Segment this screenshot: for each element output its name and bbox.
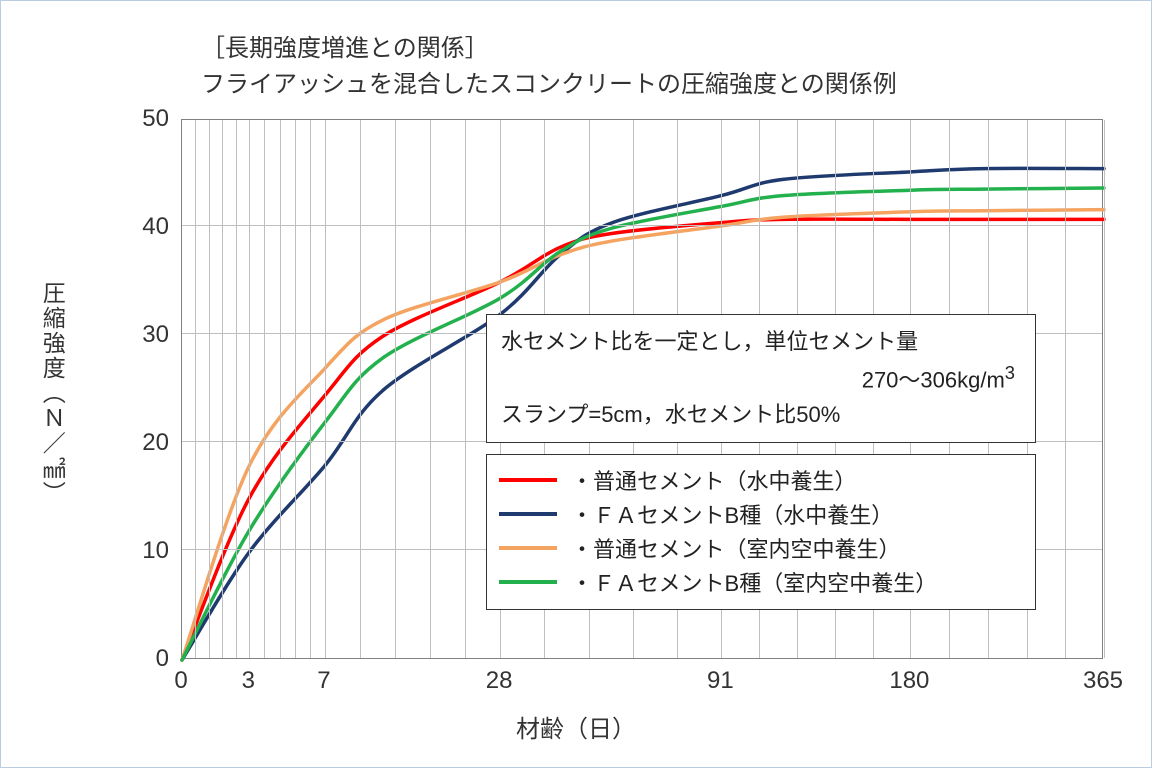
- y-tick-label: 30: [129, 321, 169, 349]
- y-tick-label: 0: [129, 645, 169, 673]
- legend-row-green: ・ＦＡセメントB種（室内空中養生）: [499, 565, 1023, 599]
- info-line-1: 水セメント比を一定とし，単位セメント量: [501, 325, 1021, 359]
- title-line-1: ［長期強度増進との関係］: [201, 31, 897, 67]
- info-line-2: 270～306kg/m3: [501, 359, 1021, 397]
- y-tick-label: 10: [129, 537, 169, 565]
- x-axis-label: 材齢（日）: [1, 709, 1151, 744]
- x-tick-label: 0: [174, 667, 187, 695]
- x-tick-label: 365: [1083, 667, 1123, 695]
- gridline-v: [395, 120, 396, 658]
- legend-row-orange: ・普通セメント（室内空中養生）: [499, 531, 1023, 565]
- gridline-v: [236, 120, 237, 658]
- gridline-v: [310, 120, 311, 658]
- x-tick-label: 91: [707, 667, 734, 695]
- legend-label-green: ・ＦＡセメントB種（室内空中養生）: [571, 566, 937, 598]
- legend-label-red: ・普通セメント（水中養生）: [571, 464, 857, 496]
- gridline-v: [222, 120, 223, 658]
- gridline-v: [280, 120, 281, 658]
- legend-swatch-orange: [499, 546, 557, 550]
- legend-row-red: ・普通セメント（水中養生）: [499, 463, 1023, 497]
- chart-frame: ［長期強度増進との関係］ フライアッシュを混合したスコンクリートの圧縮強度との関…: [0, 0, 1152, 768]
- x-tick-label: 3: [242, 667, 255, 695]
- gridline-v: [195, 120, 196, 658]
- legend-box: ・普通セメント（水中養生）・ＦＡセメントB種（水中養生）・普通セメント（室内空中…: [486, 454, 1036, 610]
- legend-row-navy: ・ＦＡセメントB種（水中養生）: [499, 497, 1023, 531]
- gridline-v: [430, 120, 431, 658]
- legend-label-orange: ・普通セメント（室内空中養生）: [571, 532, 901, 564]
- chart-title: ［長期強度増進との関係］ フライアッシュを混合したスコンクリートの圧縮強度との関…: [201, 31, 897, 103]
- gridline-v: [360, 120, 361, 658]
- gridline-v: [209, 120, 210, 658]
- gridline-v: [249, 120, 250, 658]
- y-tick-label: 40: [129, 213, 169, 241]
- gridline-v: [1065, 120, 1066, 658]
- x-tick-label: 180: [889, 667, 929, 695]
- legend-swatch-red: [499, 478, 557, 482]
- legend-swatch-green: [499, 580, 557, 584]
- gridline-h: [182, 225, 1102, 226]
- info-line-3: スランプ=5cm，水セメント比50%: [501, 398, 1021, 432]
- info-box: 水セメント比を一定とし，単位セメント量 270～306kg/m3 スランプ=5c…: [486, 314, 1036, 443]
- legend-label-navy: ・ＦＡセメントB種（水中養生）: [571, 498, 893, 530]
- gridline-v: [295, 120, 296, 658]
- gridline-v: [264, 120, 265, 658]
- x-tick-label: 28: [486, 667, 513, 695]
- y-axis-label: 圧縮強度（Ｎ／㎟）: [39, 281, 64, 506]
- gridline-v: [465, 120, 466, 658]
- y-tick-label: 50: [129, 105, 169, 133]
- chart-container: ［長期強度増進との関係］ フライアッシュを混合したスコンクリートの圧縮強度との関…: [1, 1, 1151, 767]
- gridline-v: [1104, 120, 1105, 658]
- y-tick-label: 20: [129, 429, 169, 457]
- legend-swatch-navy: [499, 512, 557, 516]
- title-line-2: フライアッシュを混合したスコンクリートの圧縮強度との関係例: [201, 67, 897, 103]
- x-tick-label: 7: [317, 667, 330, 695]
- gridline-v: [325, 120, 326, 658]
